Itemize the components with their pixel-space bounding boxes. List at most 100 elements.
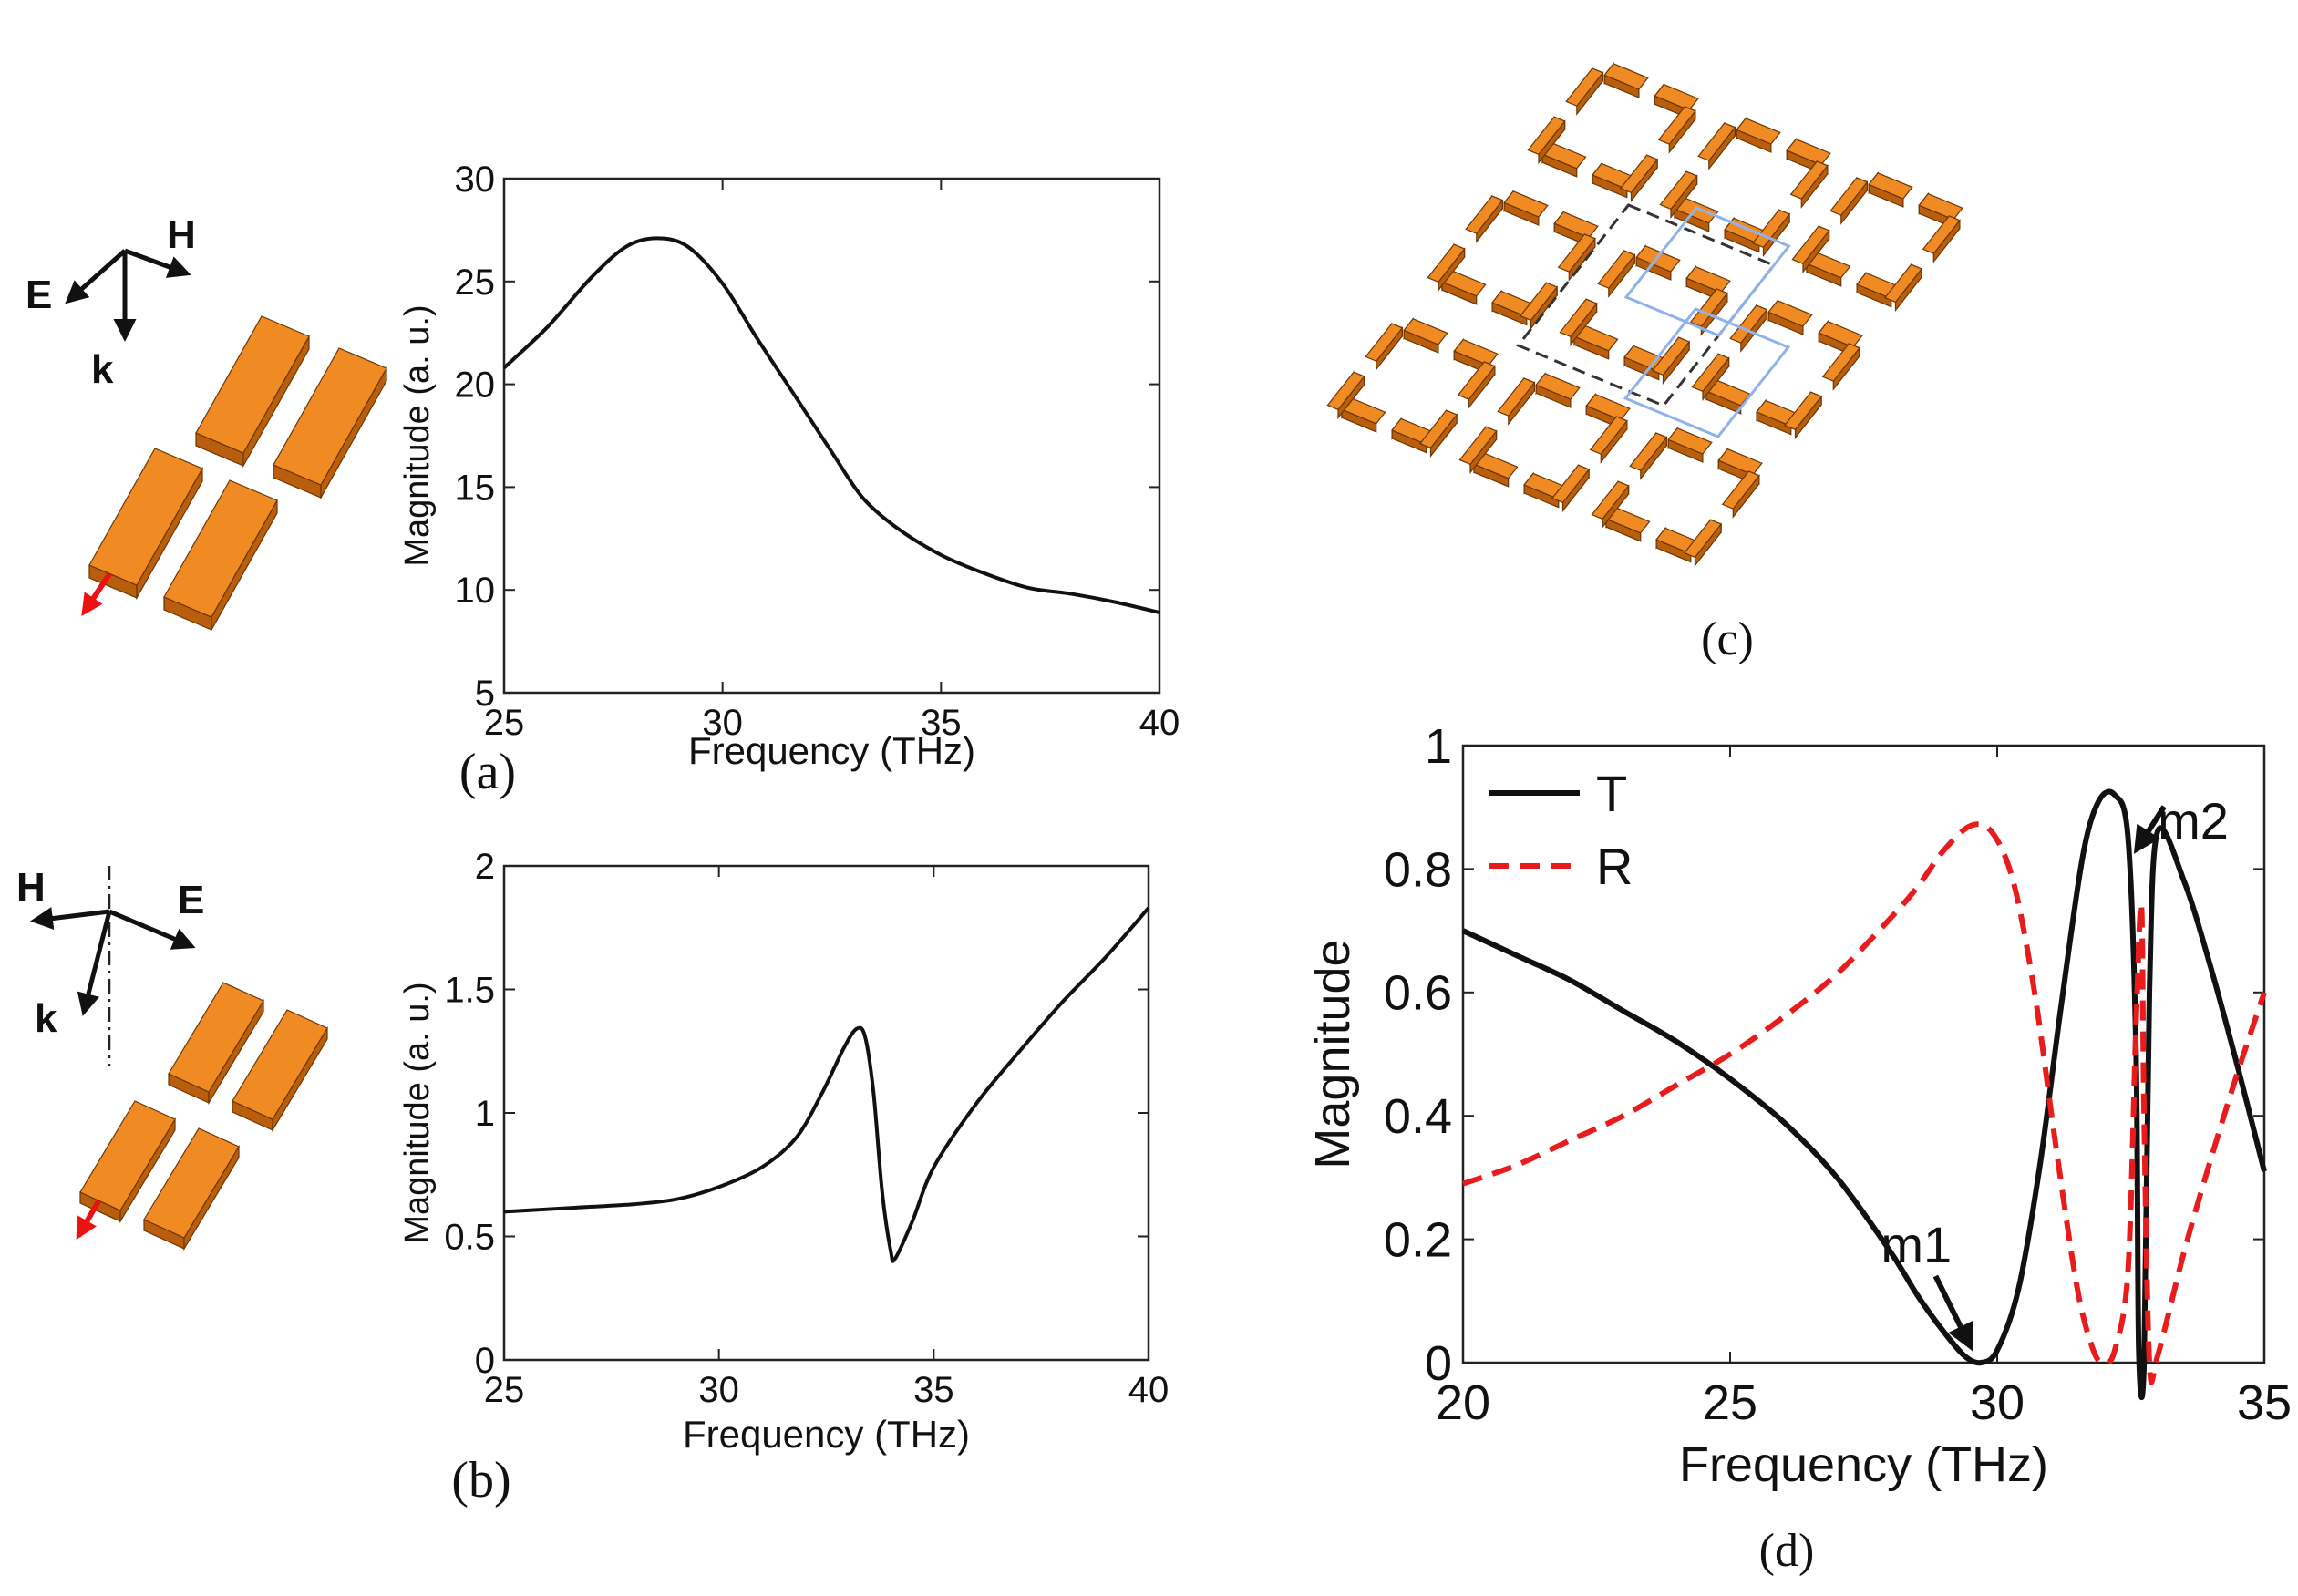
bar: [195, 315, 310, 469]
resonator-bar: [1629, 432, 1668, 480]
y-tick-label: 0.5: [444, 1218, 495, 1258]
y-tick-label: 0: [475, 1341, 495, 1381]
caption-b: (b): [451, 1452, 510, 1508]
bar: [143, 1127, 240, 1251]
resonator-bar: [1635, 244, 1681, 281]
bar: [232, 1009, 328, 1133]
resonator-bar: [1767, 299, 1813, 335]
y-tick-label: 5: [475, 674, 495, 714]
k-arrow: [77, 911, 112, 1016]
y-tick-label: 0.4: [1384, 1089, 1452, 1144]
resonator-bar: [1589, 416, 1628, 464]
unit-cell-outline: [1516, 203, 1777, 407]
annotation-m1: m1: [1881, 1216, 1952, 1273]
resonator-bar: [1457, 361, 1496, 409]
propagation-arrow: [81, 572, 112, 616]
x-tick-label: 30: [698, 1370, 739, 1410]
x-tick-label: 25: [1703, 1375, 1757, 1430]
legend-label-T: T: [1596, 765, 1627, 822]
resonator-bar: [1365, 323, 1404, 371]
legend-label-R: R: [1596, 838, 1633, 895]
y-tick-label: 20: [455, 366, 496, 406]
diagram-b-polarization: H Ek: [16, 865, 328, 1251]
y-axis-label: Magnitude: [1305, 939, 1360, 1169]
k-label: k: [35, 996, 57, 1041]
x-tick-label: 40: [1128, 1370, 1170, 1410]
y-tick-label: 15: [455, 468, 496, 508]
resonator-bar: [1829, 177, 1869, 225]
y-tick-label: 2: [475, 847, 495, 887]
plot-frame: [1461, 744, 2266, 1364]
bar: [163, 479, 278, 633]
annotation-m2-arrow: [2133, 805, 2167, 854]
resonator-bar: [1503, 190, 1549, 226]
series-line-R: [1462, 821, 2267, 1385]
y-axis-label: Magnitude (a. u.): [398, 982, 437, 1243]
sub-cell-outline: [1623, 307, 1791, 438]
resonator-bar: [1565, 67, 1604, 116]
bar: [88, 448, 203, 601]
x-axis-label: Frequency (THz): [683, 1413, 970, 1456]
resonator-bar: [1789, 160, 1829, 209]
y-tick-label: 0.2: [1384, 1213, 1452, 1268]
series-line-magnitude: [502, 236, 1160, 614]
y-tick-label: 10: [455, 571, 496, 611]
x-tick-label: 35: [2237, 1375, 2292, 1430]
h-label: H: [16, 865, 46, 910]
caption-c: (c): [1701, 613, 1754, 665]
h-arrow: [30, 907, 110, 930]
resonator-bar: [1883, 263, 1923, 313]
bar: [79, 1100, 176, 1224]
resonator-bar: [1497, 377, 1536, 426]
x-tick-label: 20: [1436, 1375, 1490, 1430]
y-tick-label: 0: [1425, 1336, 1452, 1391]
resonator-bar: [1751, 209, 1791, 258]
resonator-bar: [1418, 409, 1458, 458]
series-line-T: [1461, 788, 2267, 1401]
resonator-bar: [1326, 371, 1365, 420]
y-tick-label: 30: [455, 160, 496, 200]
y-tick-label: 0.8: [1384, 842, 1452, 897]
annotation-m2: m2: [2158, 792, 2229, 849]
resonator-bar: [1619, 154, 1659, 203]
chart-b: 25 30 35 40 0 0.5 1 1.5 2 Frequency (THz) Magnitud…: [398, 847, 1169, 1456]
h-arrow: [124, 248, 191, 278]
chart-d: 20 25 30 35 0 0.2 0.4 0.6 0.8 1 Frequency (THz) Mag…: [1305, 719, 2292, 1492]
resonator-bar: [1659, 170, 1698, 220]
resonator-bar: [1557, 233, 1596, 282]
caption-d: (d): [1759, 1525, 1815, 1577]
resonator-bar: [1559, 298, 1598, 347]
x-tick-label: 35: [921, 703, 962, 743]
annotation-m1-arrow: [1932, 1274, 1973, 1352]
plot-frame: [502, 864, 1150, 1362]
h-label: H: [167, 212, 196, 257]
bar: [273, 347, 387, 500]
y-axis-label: Magnitude (a. u.): [398, 304, 437, 566]
x-tick-label: 40: [1139, 703, 1180, 743]
resonator-bar: [1736, 117, 1781, 153]
y-tick-label: 25: [455, 263, 496, 303]
resonator-bar: [1527, 116, 1566, 165]
y-tick-label: 1: [475, 1094, 495, 1134]
resonator-bar: [1667, 427, 1713, 463]
resonator-bar: [1697, 122, 1736, 170]
x-tick-label: 25: [484, 703, 525, 743]
resonator-bar: [1651, 336, 1691, 386]
resonator-bar: [1427, 243, 1466, 293]
resonator-bar: [1783, 391, 1823, 440]
resonator-bar: [1683, 519, 1723, 568]
x-tick-label: 30: [702, 703, 743, 743]
resonator-bar: [1721, 470, 1760, 519]
e-label: E: [26, 273, 52, 317]
resonator-bar: [1535, 372, 1581, 408]
resonator-bar: [1691, 353, 1730, 402]
k-label: k: [91, 347, 114, 392]
y-tick-label: 1: [1425, 719, 1452, 774]
resonator-bar: [1657, 106, 1696, 154]
resonator-bar: [1791, 225, 1830, 274]
resonator-bar: [1821, 343, 1860, 391]
plot-frame: [502, 177, 1161, 695]
x-axis-label: Frequency (THz): [688, 729, 975, 772]
